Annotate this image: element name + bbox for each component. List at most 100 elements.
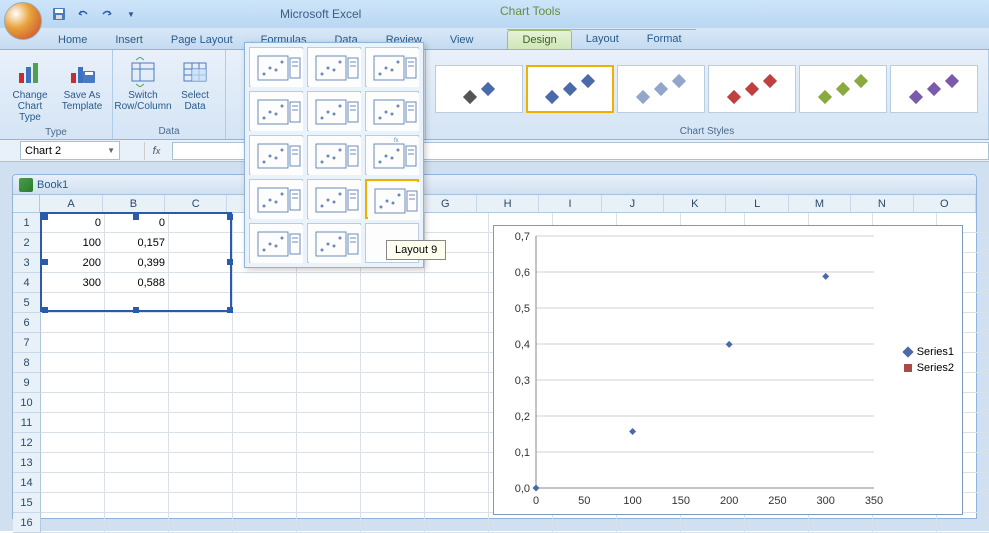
- cell-C15[interactable]: [169, 493, 233, 513]
- cell-A14[interactable]: [41, 473, 105, 493]
- legend-item-series2[interactable]: Series2: [904, 362, 954, 374]
- chart-layout-14[interactable]: [307, 223, 361, 263]
- cell-D7[interactable]: [233, 333, 297, 353]
- select-data-button[interactable]: Select Data: [171, 54, 219, 114]
- row-header-9[interactable]: 9: [13, 373, 41, 393]
- tab-page-layout[interactable]: Page Layout: [157, 31, 247, 49]
- chart-layout-12[interactable]: [365, 179, 419, 219]
- chart-layout-3[interactable]: [365, 47, 419, 87]
- row-header-1[interactable]: 1: [13, 213, 41, 233]
- cell-B14[interactable]: [105, 473, 169, 493]
- cell-C16[interactable]: [169, 513, 233, 533]
- cell-F12[interactable]: [361, 433, 425, 453]
- cell-F8[interactable]: [361, 353, 425, 373]
- cell-F10[interactable]: [361, 393, 425, 413]
- row-header-14[interactable]: 14: [13, 473, 41, 493]
- cell-A11[interactable]: [41, 413, 105, 433]
- switch-row-column-button[interactable]: Switch Row/Column: [119, 54, 167, 114]
- cell-E11[interactable]: [297, 413, 361, 433]
- cell-B3[interactable]: 0,399: [105, 253, 169, 273]
- row-header-15[interactable]: 15: [13, 493, 41, 513]
- cell-F14[interactable]: [361, 473, 425, 493]
- chart-style-6[interactable]: [890, 65, 978, 113]
- cell-B11[interactable]: [105, 413, 169, 433]
- cell-D9[interactable]: [233, 373, 297, 393]
- cell-C13[interactable]: [169, 453, 233, 473]
- cell-F4[interactable]: [361, 273, 425, 293]
- save-as-template-button[interactable]: Save As Template: [58, 54, 106, 125]
- cell-F16[interactable]: [361, 513, 425, 533]
- chart-style-4[interactable]: [708, 65, 796, 113]
- cell-E5[interactable]: [297, 293, 361, 313]
- cell-C10[interactable]: [169, 393, 233, 413]
- workbook-title-bar[interactable]: Book1: [13, 175, 976, 195]
- row-header-2[interactable]: 2: [13, 233, 41, 253]
- cell-F6[interactable]: [361, 313, 425, 333]
- cell-A12[interactable]: [41, 433, 105, 453]
- cell-E12[interactable]: [297, 433, 361, 453]
- chart-style-3[interactable]: [617, 65, 705, 113]
- cell-D8[interactable]: [233, 353, 297, 373]
- cell-E6[interactable]: [297, 313, 361, 333]
- row-header-13[interactable]: 13: [13, 453, 41, 473]
- cell-E14[interactable]: [297, 473, 361, 493]
- change-chart-type-button[interactable]: Change Chart Type: [6, 54, 54, 125]
- chart-layout-1[interactable]: [249, 47, 303, 87]
- row-header-3[interactable]: 3: [13, 253, 41, 273]
- cell-G7[interactable]: [425, 333, 489, 353]
- cell-G16[interactable]: [425, 513, 489, 533]
- chart-layout-8[interactable]: [307, 135, 361, 175]
- cell-A4[interactable]: 300: [41, 273, 105, 293]
- tab-layout[interactable]: Layout: [572, 30, 633, 49]
- column-header-O[interactable]: O: [914, 195, 976, 213]
- chart-layout-6[interactable]: [365, 91, 419, 131]
- cell-D16[interactable]: [233, 513, 297, 533]
- cell-B8[interactable]: [105, 353, 169, 373]
- legend-item-series1[interactable]: Series1: [904, 346, 954, 358]
- select-all-button[interactable]: [13, 195, 40, 213]
- cell-G15[interactable]: [425, 493, 489, 513]
- cell-C8[interactable]: [169, 353, 233, 373]
- row-header-6[interactable]: 6: [13, 313, 41, 333]
- column-header-I[interactable]: I: [539, 195, 601, 213]
- cell-B16[interactable]: [105, 513, 169, 533]
- cell-C3[interactable]: [169, 253, 233, 273]
- cell-C6[interactable]: [169, 313, 233, 333]
- cell-A5[interactable]: [41, 293, 105, 313]
- cell-D15[interactable]: [233, 493, 297, 513]
- save-icon[interactable]: [48, 3, 70, 25]
- cell-G14[interactable]: [425, 473, 489, 493]
- tab-home[interactable]: Home: [44, 31, 101, 49]
- chart-legend[interactable]: Series1 Series2: [904, 346, 954, 378]
- cell-A10[interactable]: [41, 393, 105, 413]
- cell-E7[interactable]: [297, 333, 361, 353]
- cell-C14[interactable]: [169, 473, 233, 493]
- cell-G5[interactable]: [425, 293, 489, 313]
- cell-C12[interactable]: [169, 433, 233, 453]
- column-header-N[interactable]: N: [851, 195, 913, 213]
- column-header-A[interactable]: A: [40, 195, 102, 213]
- fx-icon[interactable]: fx: [144, 142, 168, 160]
- cell-F5[interactable]: [361, 293, 425, 313]
- row-header-5[interactable]: 5: [13, 293, 41, 313]
- chart-layout-10[interactable]: [249, 179, 303, 219]
- column-header-B[interactable]: B: [103, 195, 165, 213]
- cell-G9[interactable]: [425, 373, 489, 393]
- cell-A16[interactable]: [41, 513, 105, 533]
- cell-A13[interactable]: [41, 453, 105, 473]
- chart-layout-7[interactable]: [249, 135, 303, 175]
- qat-dropdown-icon[interactable]: ▼: [120, 3, 142, 25]
- chart-layout-9[interactable]: fx: [365, 135, 419, 175]
- cell-F9[interactable]: [361, 373, 425, 393]
- cell-G4[interactable]: [425, 273, 489, 293]
- cell-G13[interactable]: [425, 453, 489, 473]
- cell-B1[interactable]: 0: [105, 213, 169, 233]
- name-box-dropdown-icon[interactable]: ▼: [107, 146, 115, 155]
- column-header-K[interactable]: K: [664, 195, 726, 213]
- office-button[interactable]: [4, 2, 42, 40]
- column-header-H[interactable]: H: [477, 195, 539, 213]
- cell-B9[interactable]: [105, 373, 169, 393]
- cell-D4[interactable]: [233, 273, 297, 293]
- cell-B2[interactable]: 0,157: [105, 233, 169, 253]
- cell-F15[interactable]: [361, 493, 425, 513]
